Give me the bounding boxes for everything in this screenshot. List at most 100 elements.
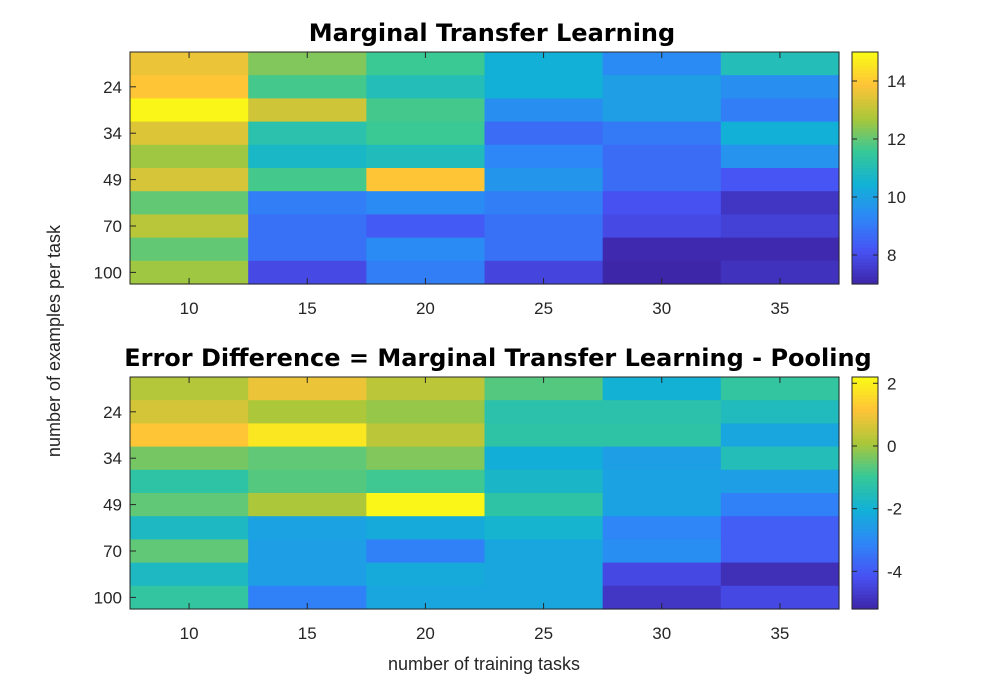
colorbar-swatch xyxy=(852,164,878,169)
heatmap-cell xyxy=(130,191,249,215)
heatmap-cell xyxy=(130,121,249,146)
colorbar-swatch xyxy=(852,384,878,389)
colorbar-swatch xyxy=(852,532,878,538)
colorbar-swatch xyxy=(852,222,878,227)
colorbar-swatch xyxy=(852,247,878,252)
x-tick-label: 20 xyxy=(416,624,435,643)
colorbar-swatch xyxy=(852,561,878,567)
colorbar-tick-label: 0 xyxy=(887,437,896,456)
y-tick-label: 49 xyxy=(103,171,122,190)
heatmap-cell xyxy=(720,539,840,564)
colorbar-frame xyxy=(851,51,879,285)
heatmap-cell xyxy=(366,585,486,610)
colorbar-swatch xyxy=(852,456,878,461)
x-tick-label: 30 xyxy=(652,624,671,643)
colorbar-swatch xyxy=(852,431,878,436)
heatmap-cell xyxy=(720,121,840,146)
colorbar-swatch xyxy=(852,102,878,107)
heatmap-cell xyxy=(602,377,722,401)
colorbar-swatch xyxy=(852,598,878,603)
colorbar-swatch xyxy=(852,420,878,425)
colorbar-swatch xyxy=(852,124,878,129)
y-tick-label: 34 xyxy=(103,449,122,468)
colorbar-swatch xyxy=(852,182,878,187)
y-tick-label: 100 xyxy=(94,263,122,282)
heatmap-cell xyxy=(248,260,367,285)
heatmap-cell xyxy=(248,400,367,424)
colorbar-swatch xyxy=(852,507,878,512)
colorbar-swatch xyxy=(852,525,878,530)
heatmap-cell xyxy=(248,585,367,610)
heatmap-cells xyxy=(130,52,840,285)
colorbar-swatch xyxy=(852,262,878,267)
colorbar-swatch xyxy=(852,175,878,180)
colorbar-swatch xyxy=(852,522,878,527)
heatmap-cell xyxy=(720,446,840,471)
colorbar-tick-label: 2 xyxy=(887,374,896,393)
heatmap-cell xyxy=(366,237,486,262)
colorbar-swatch xyxy=(852,66,878,71)
colorbar-tick-label: 14 xyxy=(887,72,906,91)
colorbar-swatch xyxy=(852,529,878,534)
colorbar-swatch xyxy=(852,233,878,238)
colorbar-swatch xyxy=(852,142,878,147)
heatmap-cell xyxy=(484,446,604,471)
colorbar-swatch xyxy=(852,543,878,548)
colorbar-swatch xyxy=(852,62,878,68)
colorbar-swatch xyxy=(852,467,878,472)
heatmap-cell xyxy=(484,516,604,540)
y-tick-labels: 24 34 49 70 100 xyxy=(94,403,136,607)
heatmap-cell xyxy=(130,214,249,239)
colorbar-tick-label: 10 xyxy=(887,188,906,207)
colorbar-swatch xyxy=(852,265,878,271)
heatmap-cell xyxy=(720,98,840,123)
heatmap-cell xyxy=(720,260,840,285)
colorbar-swatch xyxy=(852,200,878,205)
y-tick-label: 34 xyxy=(103,124,122,143)
colorbar-swatch xyxy=(852,131,878,136)
colorbar-tick-label: -2 xyxy=(887,500,902,519)
heatmap-cell xyxy=(720,516,840,540)
colorbar-swatch xyxy=(852,189,878,194)
colorbar-swatch xyxy=(852,128,878,133)
colorbar-swatch xyxy=(852,435,878,440)
colorbar-swatch xyxy=(852,583,878,588)
colorbar-swatch xyxy=(852,464,878,469)
heatmap-cell xyxy=(366,98,486,123)
heatmap-cell xyxy=(248,75,367,99)
colorbar-swatch xyxy=(852,178,878,184)
heatmap-cell xyxy=(130,585,249,610)
chart-title: Marginal Transfer Learning xyxy=(309,19,675,47)
heatmap-cell xyxy=(248,214,367,239)
colorbar-swatch xyxy=(852,113,878,118)
colorbar-swatch xyxy=(852,503,878,509)
colorbar-swatch xyxy=(852,413,878,418)
colorbar-swatch xyxy=(852,77,878,82)
heatmap-cell xyxy=(602,52,722,76)
heatmap-cell xyxy=(602,98,722,123)
colorbar-swatch xyxy=(852,186,878,191)
x-tick-label: 10 xyxy=(180,299,199,318)
heatmap-cell xyxy=(366,562,486,587)
heatmap-cell xyxy=(366,168,486,192)
x-tick-label: 15 xyxy=(298,299,317,318)
axes-frame xyxy=(129,376,840,610)
heatmap-cell xyxy=(720,237,840,262)
colorbar-swatch xyxy=(852,280,878,285)
y-axis-label: number of examples per task xyxy=(44,224,64,457)
colorbar-swatch xyxy=(852,207,878,213)
colorbar-swatch xyxy=(852,377,878,382)
heatmap-cell xyxy=(130,237,249,262)
heatmap-cell xyxy=(366,516,486,540)
colorbar-swatch xyxy=(852,197,878,202)
heatmap-cell xyxy=(484,191,604,215)
colorbar-swatch xyxy=(852,269,878,274)
y-tick-label: 49 xyxy=(103,496,122,515)
colorbar-tick-label: -4 xyxy=(887,562,902,581)
heatmap-cell xyxy=(484,214,604,239)
colorbar-swatch xyxy=(852,601,878,606)
colorbar: -4 -2 0 2 xyxy=(851,374,902,610)
heatmap-cell xyxy=(720,191,840,215)
colorbar-swatch xyxy=(852,146,878,151)
heatmap-cell xyxy=(248,52,367,76)
